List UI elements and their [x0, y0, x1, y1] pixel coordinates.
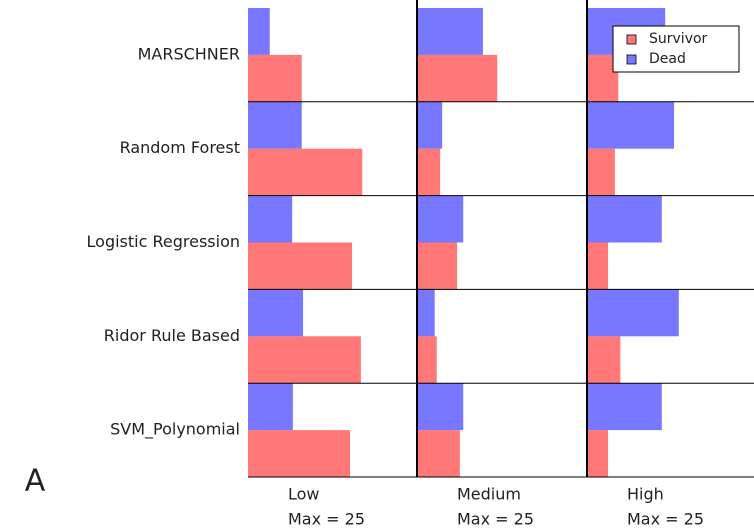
bar: [587, 101, 675, 149]
bar: [417, 383, 464, 431]
bar: [417, 148, 441, 196]
bar: [417, 195, 464, 243]
bar: [587, 242, 609, 290]
bar: [417, 430, 460, 477]
bar: [417, 242, 458, 290]
column-title: Medium: [457, 485, 521, 504]
bar: [248, 148, 363, 196]
bar: [248, 430, 350, 477]
legend-label: Dead: [649, 51, 686, 67]
bar: [417, 336, 437, 384]
bar: [248, 242, 353, 290]
bar: [248, 8, 270, 55]
bar: [587, 195, 662, 243]
legend-label: Survivor: [649, 31, 708, 47]
row-label: Random Forest: [120, 138, 240, 157]
column-subtitle: Max = 25: [457, 510, 534, 529]
column-subtitle: Max = 25: [288, 510, 365, 529]
bar: [248, 289, 304, 337]
bar: [587, 289, 679, 337]
column-title: High: [627, 485, 664, 504]
row-label: Ridor Rule Based: [104, 326, 240, 345]
panel-label: A: [25, 464, 46, 499]
bar: [248, 195, 293, 243]
bar: [248, 383, 293, 431]
row-label: SVM_Polynomial: [110, 420, 240, 440]
row-label: MARSCHNER: [138, 44, 240, 63]
bar: [417, 8, 483, 55]
bar: [417, 289, 435, 337]
legend-swatch: [626, 34, 637, 45]
bar: [587, 336, 621, 384]
bar: [248, 54, 302, 102]
column-title: Low: [288, 485, 320, 504]
bar: [587, 430, 609, 477]
bar: [417, 101, 443, 149]
bar: [248, 336, 361, 384]
legend-swatch: [626, 54, 637, 65]
bar: [587, 383, 662, 431]
row-label: Logistic Regression: [87, 232, 240, 251]
bar: [417, 54, 498, 102]
bar: [587, 148, 615, 196]
bar: [248, 101, 302, 149]
column-subtitle: Max = 25: [627, 510, 704, 529]
